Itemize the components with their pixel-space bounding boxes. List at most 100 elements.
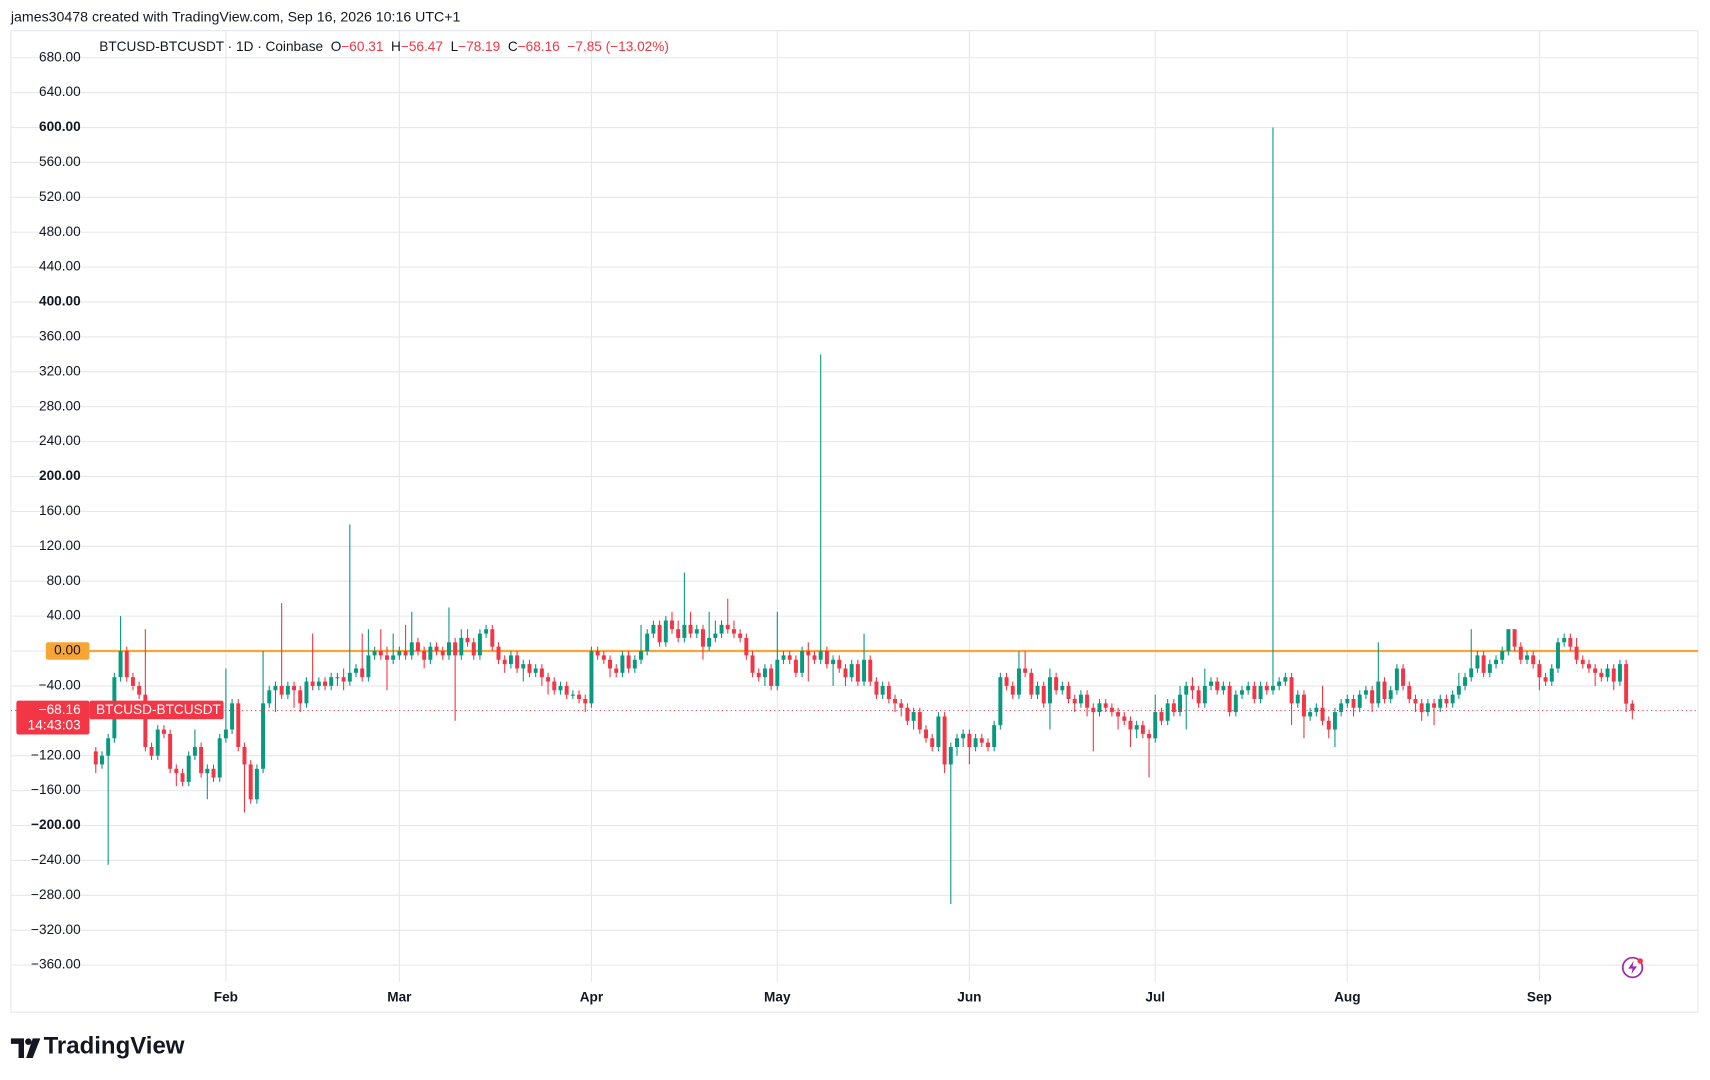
candle-body (973, 738, 978, 747)
candle-body (1289, 677, 1294, 704)
candle-body (1264, 685, 1269, 691)
candle-body (1190, 685, 1195, 691)
candle-body (880, 685, 885, 695)
candle-body (546, 677, 551, 682)
candle-body (1413, 699, 1418, 704)
y-tick-label: 280.00 (39, 398, 81, 413)
candle-body (316, 681, 321, 686)
candle-body (1444, 699, 1449, 704)
candle-body (298, 690, 303, 704)
candle-body (1407, 685, 1412, 700)
y-tick-label: −40.00 (39, 678, 81, 693)
legend-item: −68.16 (518, 39, 560, 54)
candle-body (1196, 690, 1201, 704)
candle-body (385, 655, 389, 660)
candle-body (1332, 712, 1337, 730)
candle-body (1425, 703, 1430, 713)
candle-body (100, 755, 104, 765)
candle-body (1394, 668, 1399, 691)
candle-body (1518, 646, 1523, 660)
candle-body (657, 624, 662, 643)
candle-body (651, 624, 656, 634)
lightning-icon[interactable] (1621, 956, 1644, 979)
candle-body (1351, 699, 1356, 708)
candle-body (372, 651, 377, 656)
candle-body (378, 651, 383, 656)
candle-body (1593, 668, 1598, 673)
candle-body (682, 624, 687, 638)
candle-body (1035, 685, 1040, 695)
candle-body (1432, 703, 1437, 708)
candle-body (199, 746, 204, 774)
y-tick-label: −160.00 (31, 782, 81, 797)
candle-body (186, 755, 191, 782)
candle-body (1630, 703, 1635, 711)
y-tick-label: 0.00 (54, 643, 81, 658)
candle-body (738, 633, 743, 638)
candle-body (1122, 716, 1127, 721)
candle-body (694, 629, 699, 634)
x-tick-label: Mar (387, 990, 412, 1005)
candle-body (471, 642, 476, 656)
y-tick-label: 240.00 (39, 433, 81, 448)
legend-item: H (391, 39, 401, 54)
candle-body (725, 624, 730, 630)
candle-body (1246, 685, 1251, 691)
candle-body (855, 664, 860, 682)
candle-body (1295, 694, 1300, 704)
candle-body (930, 738, 935, 747)
x-tick-label: Jun (957, 990, 981, 1005)
candle-body (137, 685, 142, 695)
legend-item: −56.47 (401, 39, 443, 54)
candle-body (1475, 655, 1480, 669)
candle-body (583, 699, 588, 704)
y-tick-label: 160.00 (39, 503, 81, 518)
candle-body (1611, 668, 1616, 682)
candle-body (1165, 703, 1170, 721)
candle-body (781, 655, 786, 660)
candle-body (707, 637, 712, 647)
candle-body (1227, 685, 1232, 713)
candle-body (886, 685, 891, 700)
candle-body (1047, 677, 1052, 704)
candle-body (521, 664, 526, 669)
candle-body (1314, 707, 1319, 713)
candle-body (279, 685, 284, 695)
candle-body (1240, 690, 1244, 695)
legend-item: O (331, 39, 342, 54)
symbol-label: BTCUSD-BTCUSDT (96, 702, 222, 717)
candle-body (645, 633, 650, 652)
legend-item: BTCUSD-BTCUSDT · 1D · Coinbase (99, 39, 323, 54)
candle-body (632, 659, 637, 669)
y-tick-label: −120.00 (31, 747, 81, 762)
candle-body (211, 768, 216, 778)
candle-body (1016, 668, 1021, 695)
candle-body (1376, 681, 1381, 704)
candle-body (688, 624, 693, 634)
candle-body (118, 651, 123, 678)
candle-body (1215, 681, 1220, 691)
candle-body (1078, 694, 1083, 704)
y-tick-label: 80.00 (47, 573, 82, 588)
candle-body (242, 746, 247, 765)
chart-frame (10, 30, 1699, 1013)
candle-body (415, 642, 420, 652)
brand-logo[interactable] (10, 1038, 41, 1059)
candle-body (719, 624, 724, 634)
candle-body (446, 642, 451, 656)
y-tick-label: 520.00 (39, 189, 81, 204)
candle-body (341, 677, 346, 682)
x-tick-label: Feb (214, 990, 238, 1005)
candle-body (552, 681, 557, 691)
candle-body (812, 655, 817, 660)
y-tick-label: −280.00 (31, 887, 81, 902)
candle-body (1270, 685, 1275, 691)
candle-body (1357, 694, 1362, 708)
candle-body (1116, 712, 1121, 717)
candle-body (1617, 664, 1622, 682)
overlay: Feb Mar Apr May Jun Jul Aug Sep 680.00 640.00 600.… (16, 39, 1552, 1005)
candle-body (601, 655, 606, 660)
candle-body (608, 659, 613, 669)
